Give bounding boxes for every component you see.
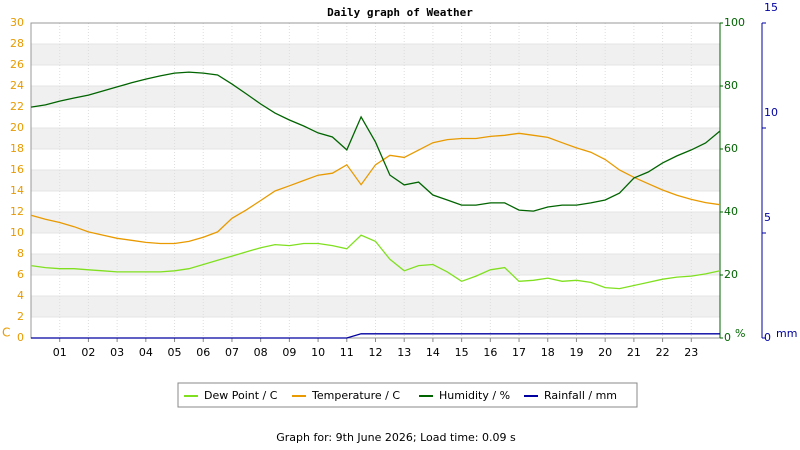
x-tick-label: 18 [541,346,555,359]
x-tick-label: 11 [340,346,354,359]
series-line [30,132,721,245]
y-tick-label: 12 [10,205,24,218]
x-tick-label: 07 [225,346,239,359]
x-tick-label: 06 [196,346,210,359]
x-tick-label: 10 [311,346,325,359]
legend-label: Humidity / % [439,389,510,402]
y3-tick-label: 0 [764,331,771,344]
series-line [31,333,720,339]
y3-tick-label: 15 [764,1,778,14]
x-tick-label: 20 [598,346,612,359]
y-tick-label: 6 [17,268,24,281]
y2-tick-label: 80 [724,79,738,92]
footer: Graph for: 9th June 2026; Load time: 0.0… [276,431,516,444]
y3-tick-label: 10 [764,106,778,119]
y2-axis-unit: % [735,327,745,340]
x-tick-label: 01 [53,346,67,359]
y-tick-label: 26 [10,58,24,71]
x-tick-label: 17 [512,346,526,359]
x-tick-label: 03 [110,346,124,359]
y-tick-label: 20 [10,121,24,134]
y2-tick-label: 100 [724,16,745,29]
legend-label: Dew Point / C [204,389,278,402]
x-tick-label: 15 [455,346,469,359]
x-tick-label: 16 [483,346,497,359]
y-tick-label: 18 [10,142,24,155]
chart-title: Daily graph of Weather [327,6,473,19]
y-tick-label: 22 [10,100,24,113]
x-tick-label: 13 [397,346,411,359]
y-tick-label: 8 [17,247,24,260]
x-tick-label: 08 [254,346,268,359]
x-tick-label: 14 [426,346,440,359]
y2-tick-label: 40 [724,205,738,218]
y-tick-label: 10 [10,226,24,239]
x-tick-label: 12 [369,346,383,359]
x-tick-label: 09 [282,346,296,359]
y2-tick-label: 0 [724,331,731,344]
legend-label: Rainfall / mm [544,389,617,402]
y-tick-label: 0 [17,331,24,344]
y2-tick-label: 60 [724,142,738,155]
y3-axis-unit: mm [776,327,797,340]
y2-tick-label: 20 [724,268,738,281]
series-line [30,71,721,212]
x-tick-label: 23 [684,346,698,359]
y-tick-label: 30 [10,16,24,29]
legend-box [177,382,638,408]
x-tick-label: 22 [656,346,670,359]
legend-label: Temperature / C [311,389,400,402]
series-line [30,234,721,290]
y-tick-label: 16 [10,163,24,176]
y-tick-label: 4 [17,289,24,302]
y-tick-label: 2 [17,310,24,323]
y-tick-label: 24 [10,79,24,92]
y-tick-label: 28 [10,37,24,50]
x-tick-label: 19 [569,346,583,359]
x-tick-label: 05 [168,346,182,359]
x-tick-label: 02 [81,346,95,359]
y-axis-unit: C [2,326,10,340]
y3-tick-label: 5 [764,211,771,224]
x-tick-label: 04 [139,346,153,359]
y-tick-label: 14 [10,184,24,197]
x-tick-label: 21 [627,346,641,359]
